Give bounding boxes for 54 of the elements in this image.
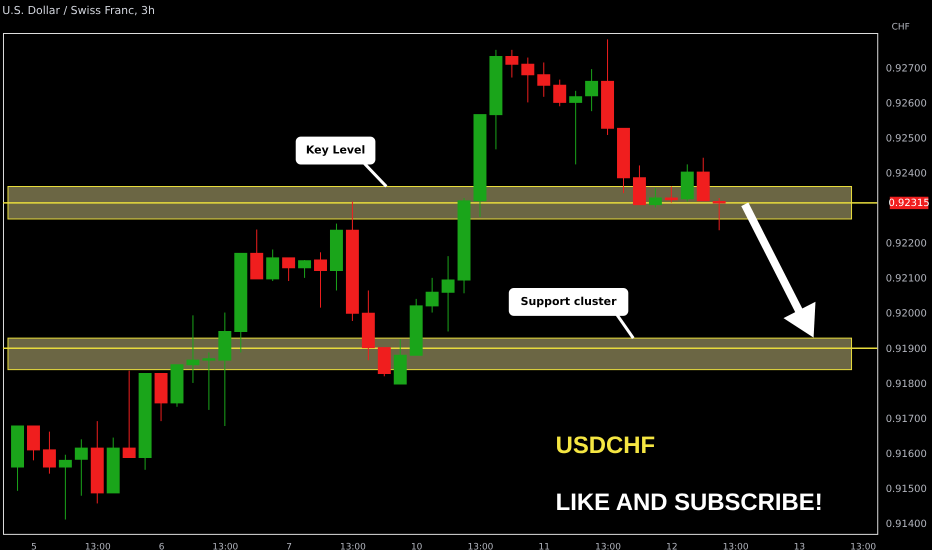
y-tick-label: 0.91700	[886, 414, 927, 425]
x-tick-label: 13:00	[468, 542, 494, 550]
candlestick	[282, 257, 296, 282]
x-tick-label: 10	[410, 542, 423, 550]
candlestick	[442, 256, 455, 332]
x-tick-label: 13:00	[850, 542, 876, 550]
x-tick-label: 13:00	[722, 542, 749, 550]
y-tick-label: 0.92700	[886, 64, 927, 75]
x-tick-label: 6	[158, 542, 165, 550]
x-tick-label: 5	[31, 542, 37, 550]
candlestick	[712, 198, 726, 231]
y-tick-label: 0.92100	[886, 274, 927, 285]
x-tick-label: 13:00	[340, 542, 366, 550]
candlestick	[314, 252, 327, 308]
y-tick-label: 0.91400	[886, 518, 927, 530]
x-tick-label: 13:00	[84, 542, 111, 550]
chart-title: U.S. Dollar / Swiss Franc, 3h	[2, 4, 155, 18]
candlestick	[186, 314, 200, 384]
candlestick	[122, 370, 136, 458]
y-tick-label: 0.92600	[886, 98, 927, 110]
y-tick-label: 0.91800	[886, 378, 927, 390]
x-tick-label: 13:00	[595, 542, 622, 550]
candlestick	[74, 438, 88, 496]
candlestick	[664, 186, 678, 204]
y-axis-title: CHF	[892, 22, 910, 33]
candlestick	[569, 90, 582, 165]
candlestick	[42, 431, 56, 474]
candlestick	[58, 454, 72, 520]
y-tick-label: 0.92200	[886, 238, 927, 250]
candlestick	[505, 49, 518, 78]
annotation: USDCHF	[556, 432, 656, 460]
candlestick	[521, 57, 534, 103]
x-tick-label: 13	[794, 542, 806, 550]
candlestick	[585, 68, 598, 112]
y-tick-label: 0.92000	[886, 308, 927, 320]
x-tick-label: 7	[286, 542, 292, 550]
candlestick	[298, 260, 312, 278]
y-tick-label: 0.91500	[886, 484, 927, 495]
y-tick-label: 0.91600	[886, 448, 927, 460]
candlestick	[27, 426, 40, 461]
x-tick-label: 11	[538, 542, 550, 550]
x-tick-label: 12	[666, 542, 678, 550]
candlestick	[648, 188, 662, 208]
y-tick-label: 0.91900	[886, 344, 927, 355]
candlestick	[537, 62, 550, 98]
y-tick-label: 0.92400	[886, 168, 927, 180]
candlestick	[426, 277, 439, 314]
candlestick	[553, 79, 566, 107]
x-tick-label: 13:00	[212, 542, 239, 550]
annotation: Key Level	[306, 144, 366, 157]
candlestick	[266, 249, 280, 282]
annotation: LIKE AND SUBSCRIBE!	[556, 489, 823, 516]
y-tick-label: 0.92500	[886, 134, 927, 145]
annotation: Support cluster	[520, 294, 618, 308]
